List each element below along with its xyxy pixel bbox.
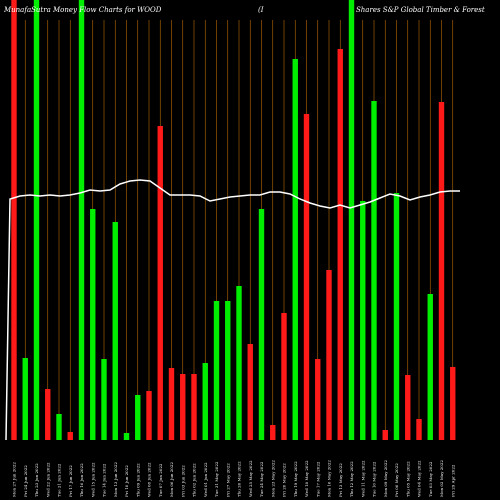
- bar-11: [123, 433, 130, 440]
- x-tick-label: Wed 11 May 2022: [360, 460, 365, 497]
- x-axis-labels: Mon 27 Jun 2022 Fri 24 Jun 2022 Thu 23 Jun…: [12, 460, 456, 497]
- x-tick-label: Mon 13 Jun 2022: [113, 462, 118, 497]
- bar-12: [135, 395, 141, 440]
- bar-8: [90, 209, 96, 440]
- x-tick-label: Tue 24 May 2022: [259, 461, 264, 497]
- bar-23: [258, 209, 265, 440]
- bar-24: [270, 425, 276, 440]
- bar-26: [292, 59, 298, 440]
- x-tick-label: Fri 10 Jun 2022: [124, 465, 129, 497]
- bar-27: [303, 114, 310, 440]
- bars-group: [11, 0, 456, 440]
- bar-22: [247, 344, 253, 440]
- x-tick-label: Wed 25 May 2022: [248, 460, 253, 497]
- x-tick-label: Fri 06 May 2022: [394, 463, 399, 497]
- bar-7: [78, 0, 85, 440]
- bar-39: [438, 102, 445, 440]
- x-tick-label: Mon 09 May 2022: [383, 460, 388, 497]
- x-tick-label: Thu 02 Jun 2022: [192, 463, 197, 497]
- bar-34: [382, 430, 388, 440]
- bar-31: [348, 0, 355, 440]
- bar-4: [45, 389, 51, 440]
- bar-38: [427, 294, 433, 440]
- x-tick-label: Thu 23 Jun 2022: [34, 463, 39, 497]
- bar-35: [393, 193, 400, 440]
- x-tick-label: Tue 07 Jun 2022: [158, 463, 163, 497]
- bar-20: [225, 301, 231, 440]
- x-tick-label: Mon 06 Jun 2022: [169, 462, 174, 497]
- x-tick-label: Mon 16 May 2022: [327, 460, 332, 497]
- x-tick-label: Thu 12 May 2022: [349, 461, 354, 497]
- x-tick-label: Thu 05 May 2022: [405, 461, 410, 497]
- bar-29: [326, 270, 332, 440]
- chart-title-mid: (I: [258, 6, 264, 14]
- x-tick-label: Fri 27 May 2022: [225, 463, 230, 497]
- bar-5: [56, 414, 62, 440]
- x-tick-label: Wed 01 Jun 2022: [203, 462, 208, 497]
- x-tick-label: Thu 26 May 2022: [237, 461, 242, 497]
- x-tick-label: Tue 31 May 2022: [214, 461, 219, 497]
- x-tick-label: Tue 14 Jun 2022: [102, 463, 107, 497]
- bar-10: [112, 222, 118, 440]
- x-tick-label: Fri 29 Apr 2022: [450, 464, 455, 497]
- bar-13: [146, 391, 152, 440]
- bar-21: [236, 286, 242, 440]
- money-flow-line: [5, 179, 460, 441]
- chart-title-right: Shares S&P Global Timber & Forest: [356, 6, 485, 14]
- bar-32: [360, 201, 366, 440]
- bar-14: [157, 126, 163, 440]
- x-tick-label: Mon 23 May 2022: [270, 460, 275, 497]
- x-tick-label: Thu 09 Jun 2022: [135, 463, 140, 497]
- x-tick-label: Fri 03 Jun 2022: [180, 465, 185, 497]
- x-tick-label: Wed 04 May 2022: [417, 460, 422, 497]
- bar-15: [168, 368, 175, 440]
- x-tick-label: Fri 24 Jun 2022: [23, 465, 28, 497]
- x-tick-label: Tue 10 May 2022: [372, 461, 377, 497]
- bar-19: [213, 301, 220, 440]
- x-tick-label: Mon 27 Jun 2022: [12, 462, 17, 497]
- bar-1: [11, 0, 17, 440]
- bar-37: [416, 419, 422, 440]
- bar-16: [180, 374, 186, 440]
- bar-3: [33, 0, 40, 440]
- bar-18: [202, 363, 208, 440]
- x-tick-label: Wed 08 Jun 2022: [147, 462, 152, 497]
- x-tick-label: Wed 22 Jun 2022: [45, 462, 50, 497]
- x-tick-label: Tue 21 Jun 2022: [57, 463, 62, 497]
- x-tick-label: Wed 18 May 2022: [304, 460, 309, 497]
- x-tick-label: Tue 03 May 2022: [428, 461, 433, 497]
- x-tick-label: Mon 02 May 2022: [439, 460, 444, 497]
- x-tick-label: Thu 16 Jun 2022: [79, 463, 84, 497]
- bar-33: [371, 101, 377, 440]
- chart-title-left: MunafaSutra Money Flow Charts for WOOD: [3, 6, 162, 14]
- bar-40: [450, 367, 456, 440]
- bar-6: [67, 432, 73, 440]
- bar-25: [281, 313, 287, 440]
- bar-2: [22, 358, 28, 440]
- bar-9: [101, 359, 107, 440]
- x-tick-label: Fri 17 Jun 2022: [68, 465, 73, 497]
- x-tick-label: Wed 15 Jun 2022: [90, 462, 95, 497]
- bar-30: [337, 49, 343, 440]
- x-tick-label: Tue 17 May 2022: [315, 461, 320, 497]
- bar-36: [405, 375, 411, 440]
- x-tick-label: Fri 20 May 2022: [282, 463, 287, 497]
- x-tick-label: Thu 19 May 2022: [293, 461, 298, 497]
- bar-17: [191, 374, 197, 440]
- x-tick-label: Fri 13 May 2022: [338, 463, 343, 497]
- bar-28: [315, 359, 321, 440]
